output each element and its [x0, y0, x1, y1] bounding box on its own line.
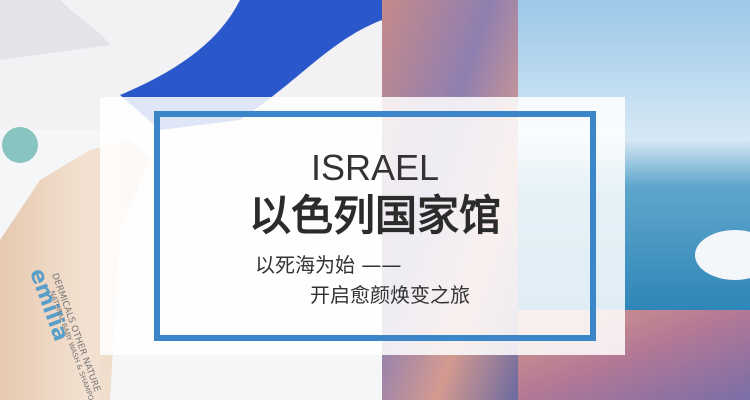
- title-cn: 以色列国家馆: [249, 191, 501, 240]
- overlay: [100, 97, 625, 355]
- flag-fold: [0, 0, 110, 60]
- plant: [2, 127, 38, 163]
- subtitle-1: 以死海为始 ——: [255, 253, 401, 277]
- subtitle-2: 开启愈颜焕变之旅: [310, 283, 470, 307]
- salt: [695, 230, 750, 280]
- frame: [154, 111, 596, 341]
- title-en: ISRAEL: [311, 147, 439, 188]
